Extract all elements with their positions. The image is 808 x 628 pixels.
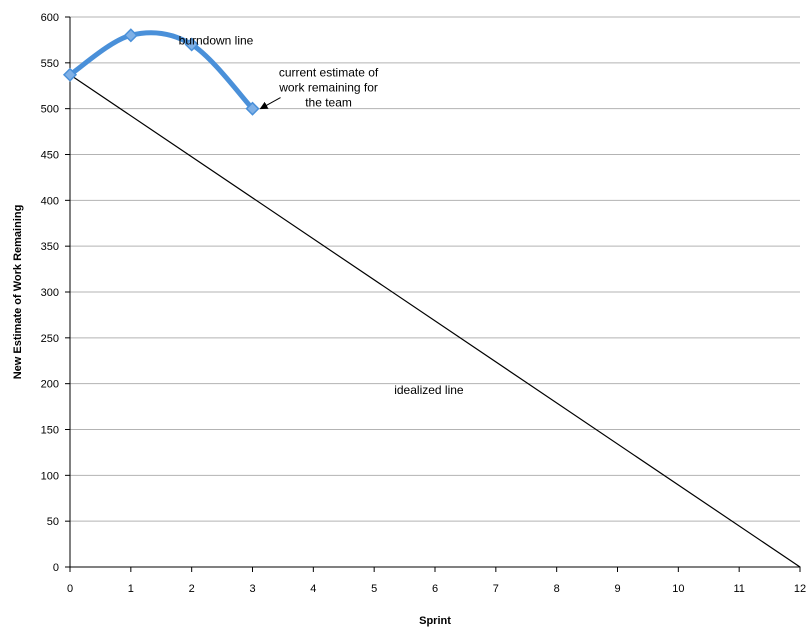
annotation-current-line-2: the team xyxy=(305,96,352,110)
x-tick-label-10: 10 xyxy=(672,583,684,595)
x-tick-label-1: 1 xyxy=(128,583,134,595)
y-tick-label-500: 500 xyxy=(41,104,59,116)
x-tick-label-0: 0 xyxy=(67,583,73,595)
annotation-burndown-line-0: burndown line xyxy=(179,34,254,48)
y-tick-label-200: 200 xyxy=(41,379,59,391)
burndown-line-point-3 xyxy=(245,101,260,116)
y-tick-label-400: 400 xyxy=(41,195,59,207)
x-tick-label-7: 7 xyxy=(493,583,499,595)
y-tick-label-450: 450 xyxy=(41,150,59,162)
x-tick-label-5: 5 xyxy=(371,583,377,595)
y-tick-label-550: 550 xyxy=(41,58,59,70)
y-tick-label-0: 0 xyxy=(53,562,59,574)
annotation-idealized: idealized line xyxy=(394,383,464,397)
burndown-line-point-0 xyxy=(62,67,78,82)
y-tick-label-250: 250 xyxy=(41,333,59,345)
annotation-idealized-line-0: idealized line xyxy=(394,383,464,397)
y-tick-label-350: 350 xyxy=(41,241,59,253)
gridlines xyxy=(70,16,800,522)
annotation-current-arrow xyxy=(259,97,281,110)
x-tick-label-4: 4 xyxy=(310,583,316,595)
burndown-line-path xyxy=(67,30,255,112)
burndown-line-point-1 xyxy=(123,28,138,43)
burndown-line-point-2 xyxy=(184,37,199,52)
y-axis-title: New Estimate of Work Remaining xyxy=(12,205,24,380)
y-tick-label-100: 100 xyxy=(41,470,59,482)
y-tick-label-600: 600 xyxy=(41,12,59,24)
x-tick-label-11: 11 xyxy=(733,583,744,595)
annotation-current-line-1: work remaining for xyxy=(278,81,378,95)
x-axis-title: Sprint xyxy=(419,615,451,627)
y-tick-label-150: 150 xyxy=(41,425,59,437)
y-tick-label-50: 50 xyxy=(47,516,59,528)
x-tick-label-2: 2 xyxy=(189,583,195,595)
idealized-line-path xyxy=(69,74,801,568)
series xyxy=(62,28,801,568)
annotation-burndown: burndown line xyxy=(179,34,254,48)
annotation-current-line-0: current estimate of xyxy=(279,66,379,80)
x-tick-label-12: 12 xyxy=(794,583,806,595)
x-tick-label-9: 9 xyxy=(614,583,620,595)
x-tick-label-6: 6 xyxy=(432,583,438,595)
y-tick-label-300: 300 xyxy=(41,287,59,299)
x-tick-label-3: 3 xyxy=(249,583,255,595)
x-tick-label-8: 8 xyxy=(554,583,560,595)
